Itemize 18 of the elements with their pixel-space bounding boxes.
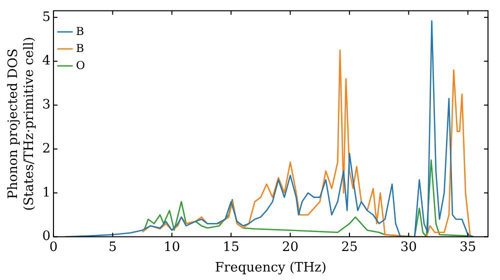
legend-label: B [76, 24, 84, 38]
x-tick-label: 20 [282, 240, 299, 255]
y-tick-label: 2 [42, 141, 50, 156]
x-tick-label: 15 [222, 240, 240, 255]
legend-label: O [76, 58, 85, 72]
x-tick-label: 25 [341, 240, 358, 255]
x-tick-label: 10 [164, 240, 180, 255]
y-tick-label: 3 [42, 98, 50, 113]
x-tick-label: 5 [108, 240, 117, 255]
y-tick-label: 0 [42, 229, 50, 244]
x-tick-label: 30 [400, 240, 417, 255]
y-tick-label: 4 [42, 54, 50, 69]
x-axis-title: Frequency (THz) [215, 260, 326, 276]
y-tick-label: 1 [42, 185, 50, 200]
x-tick-label: 35 [460, 240, 476, 255]
legend-label: B [76, 42, 84, 55]
y-axis-title: Phonon projected DOS (States/THz·primitive cell) [6, 36, 37, 211]
y-tick-label: 5 [42, 10, 50, 25]
